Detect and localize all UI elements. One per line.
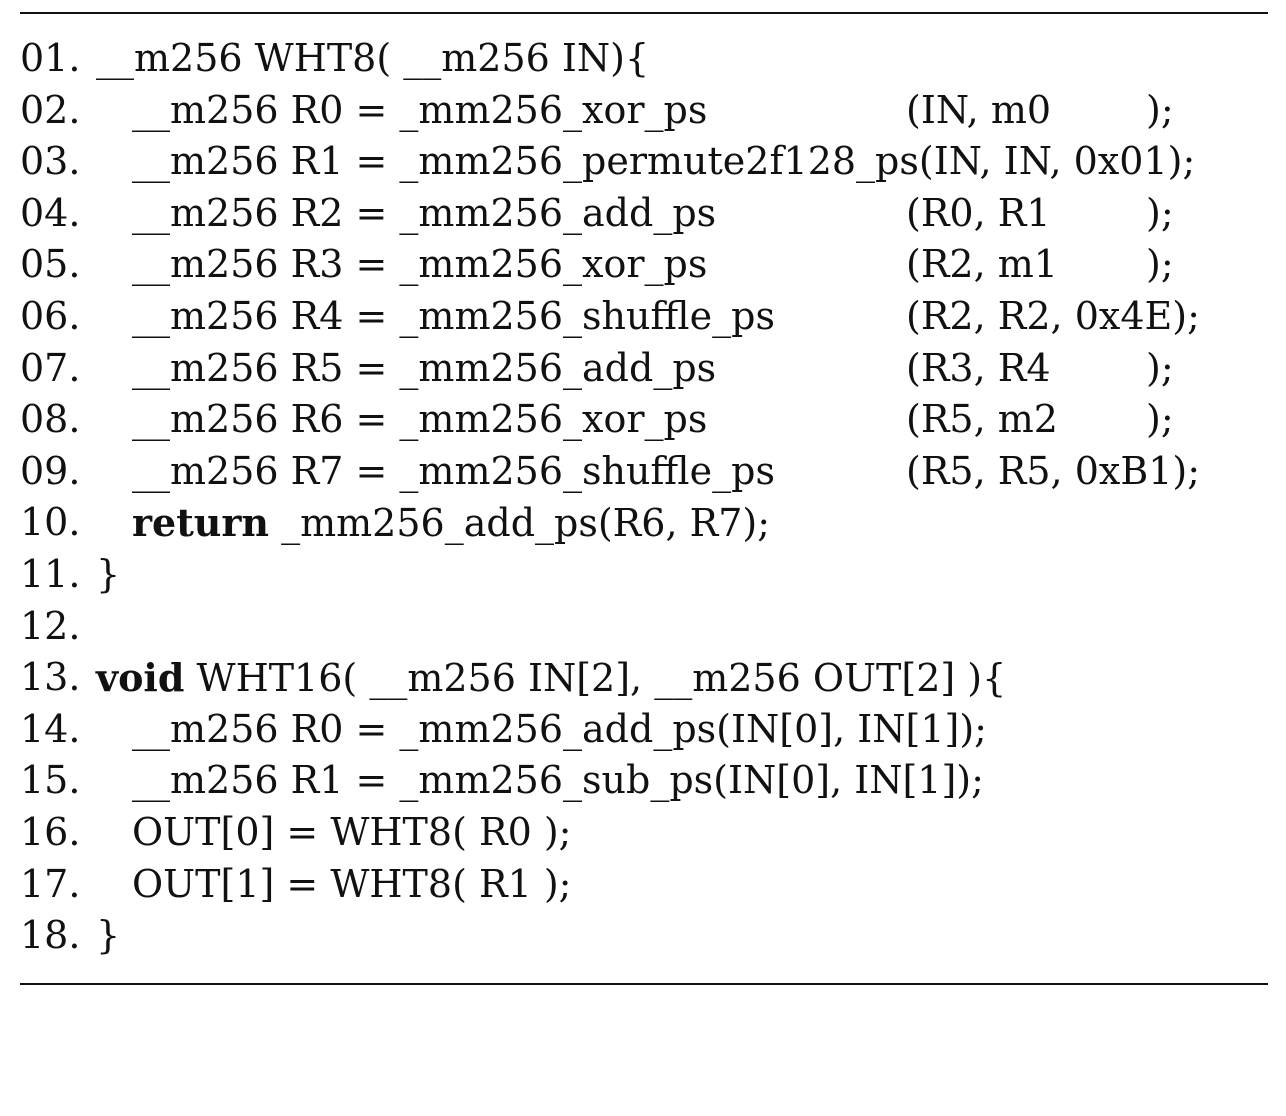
line-number: 11. (20, 551, 81, 596)
code-args: (R5, R5, 0xB1); (906, 448, 1201, 493)
line-number: 01. (20, 36, 81, 80)
code-line: 08. __m256 R6 = _mm256_xor_ps (R5, m2 ); (20, 394, 1268, 446)
code-end: ); (1146, 397, 1174, 442)
code-end: ); (1146, 87, 1174, 132)
code-args: (IN, m0 (906, 87, 1052, 132)
code-line: 10. return _mm256_add_ps(R6, R7); (20, 497, 1268, 549)
code-end: ); (1146, 345, 1174, 390)
code-listing: 01. __m256 WHT8( __m256 IN){ 02. __m256 … (20, 33, 1268, 962)
keyword-void: void (96, 655, 185, 701)
code-line: 07. __m256 R5 = _mm256_add_ps (R3, R4 ); (20, 343, 1268, 395)
code-line: 14. __m256 R0 = _mm256_add_ps(IN[0], IN[… (20, 704, 1268, 756)
line-number: 07. (20, 345, 81, 390)
line-number: 02. (20, 87, 81, 132)
code-text: } (96, 913, 121, 958)
code-line: 17. OUT[1] = WHT8( R1 ); (20, 859, 1268, 911)
line-number: 16. (20, 809, 81, 854)
line-number: 10. (20, 500, 81, 545)
code-line: 12. (20, 601, 1268, 653)
code-line: 06. __m256 R4 = _mm256_shuffle_ps (R2, R… (20, 291, 1268, 343)
code-line: 09. __m256 R7 = _mm256_shuffle_ps (R5, R… (20, 446, 1268, 498)
code-text: OUT[0] = WHT8( R0 ); (132, 809, 572, 854)
code-text: __m256 R0 = _mm256_add_ps(IN[0], IN[1]); (132, 706, 987, 751)
line-number: 12. (20, 603, 81, 648)
line-number: 08. (20, 397, 81, 442)
line-number: 05. (20, 242, 81, 287)
code-args: (R2, R2, 0x4E); (906, 293, 1200, 338)
code-text: __m256 R1 = _mm256_permute2f128_ps(IN, I… (132, 139, 1196, 184)
code-text: return _mm256_add_ps(R6, R7); (132, 497, 770, 550)
code-text: __m256 R1 = _mm256_sub_ps(IN[0], IN[1]); (132, 758, 984, 803)
code-args: (R3, R4 (906, 345, 1051, 390)
code-text: __m256 R0 = _mm256_xor_ps (132, 87, 708, 132)
line-number: 13. (20, 655, 81, 700)
code-args: (R2, m1 (906, 242, 1058, 287)
line-number: 15. (20, 758, 81, 803)
code-line: 13. void WHT16( __m256 IN[2], __m256 OUT… (20, 652, 1268, 704)
code-text: void WHT16( __m256 IN[2], __m256 OUT[2] … (96, 652, 1006, 705)
line-number: 04. (20, 190, 81, 235)
line-number: 06. (20, 293, 81, 338)
code-line: 18. } (20, 910, 1268, 962)
code-text: __m256 R5 = _mm256_add_ps (132, 345, 717, 390)
line-number: 09. (20, 448, 81, 493)
code-rest: WHT16( __m256 IN[2], __m256 OUT[2] ){ (184, 656, 1007, 701)
code-line: 05. __m256 R3 = _mm256_xor_ps (R2, m1 ); (20, 239, 1268, 291)
code-text: __m256 R2 = _mm256_add_ps (132, 190, 717, 235)
code-text: __m256 R4 = _mm256_shuffle_ps (132, 293, 775, 338)
code-line: 04. __m256 R2 = _mm256_add_ps (R0, R1 ); (20, 188, 1268, 240)
code-line: 02. __m256 R0 = _mm256_xor_ps (IN, m0 ); (20, 85, 1268, 137)
line-number: 14. (20, 706, 81, 751)
line-number: 18. (20, 913, 81, 958)
code-text: OUT[1] = WHT8( R1 ); (132, 861, 572, 906)
code-end: ); (1146, 242, 1174, 287)
code-args: (R5, m2 (906, 397, 1058, 442)
code-line: 01. __m256 WHT8( __m256 IN){ (20, 33, 1268, 85)
keyword-return: return (132, 500, 270, 546)
code-line: 16. OUT[0] = WHT8( R0 ); (20, 807, 1268, 859)
code-text: __m256 R6 = _mm256_xor_ps (132, 397, 708, 442)
top-rule (20, 12, 1268, 14)
code-rest: _mm256_add_ps(R6, R7); (269, 501, 771, 546)
line-number: 03. (20, 139, 81, 184)
code-args: (R0, R1 (906, 190, 1051, 235)
code-end: ); (1146, 190, 1174, 235)
code-text: __m256 R3 = _mm256_xor_ps (132, 242, 708, 287)
code-text: __m256 WHT8( __m256 IN){ (96, 36, 650, 80)
bottom-rule (20, 983, 1268, 985)
code-line: 15. __m256 R1 = _mm256_sub_ps(IN[0], IN[… (20, 755, 1268, 807)
code-line: 03. __m256 R1 = _mm256_permute2f128_ps(I… (20, 136, 1268, 188)
code-text: __m256 R7 = _mm256_shuffle_ps (132, 448, 775, 493)
code-text: } (96, 551, 121, 596)
line-number: 17. (20, 861, 81, 906)
code-line: 11. } (20, 549, 1268, 601)
